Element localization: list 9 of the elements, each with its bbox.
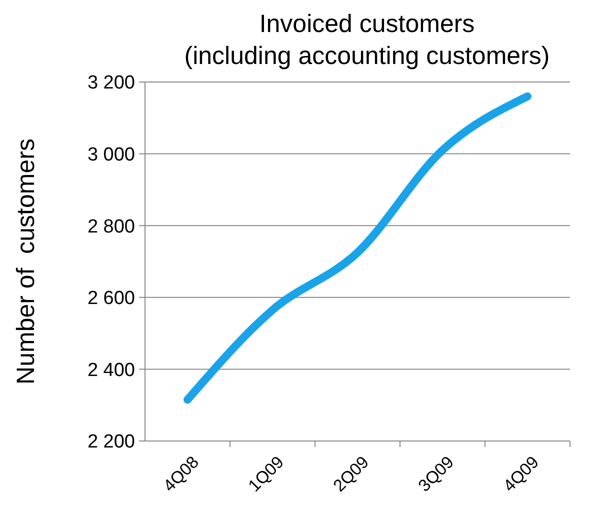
y-tick-label: 2 800 bbox=[87, 216, 135, 238]
y-tick-label: 3 200 bbox=[87, 72, 135, 94]
y-tick-label: 2 400 bbox=[87, 360, 135, 381]
chart-title: Invoiced customers bbox=[259, 10, 475, 38]
chart-subtitle: (including accounting customers) bbox=[184, 42, 550, 70]
y-axis-title: Number of customers bbox=[12, 138, 40, 384]
y-tick-label: 3 000 bbox=[87, 144, 135, 166]
y-tick-label: 2 200 bbox=[87, 432, 135, 453]
y-tick-label: 2 600 bbox=[87, 288, 135, 310]
